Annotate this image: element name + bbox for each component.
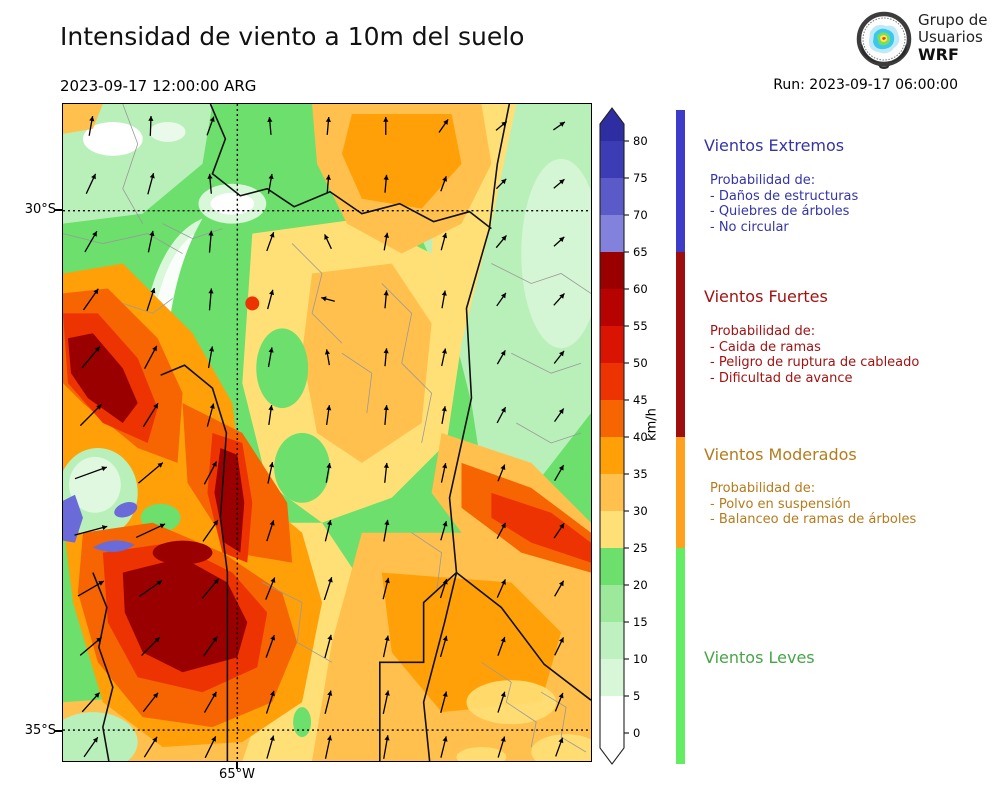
legend-extremos-title: Vientos Extremos: [704, 136, 845, 155]
svg-text:5: 5: [633, 689, 640, 703]
svg-text:55: 55: [633, 319, 648, 333]
wind-field-map-canvas: [63, 104, 591, 761]
legend-extremos-item: - Quiebres de árboles: [710, 204, 850, 219]
svg-text:45: 45: [633, 393, 648, 407]
legend-fuertes-item: - Dificultad de avance: [710, 370, 853, 386]
lon-tick-65w: 65°W: [219, 767, 255, 782]
legend-fuertes: Vientos Fuertes Probabilidad de: - Caida…: [704, 287, 919, 386]
svg-text:30: 30: [633, 504, 648, 518]
logo-line-1: Grupo de: [918, 11, 988, 29]
legend-extremos: Vientos Extremos Probabilidad de: - Daño…: [704, 136, 858, 235]
svg-text:70: 70: [633, 208, 648, 222]
wrf-logo-text: Grupo de Usuarios WRF: [918, 11, 988, 64]
svg-text:0: 0: [633, 726, 640, 740]
svg-text:75: 75: [633, 171, 648, 185]
svg-text:40: 40: [633, 430, 648, 444]
lat-tick-30s: 30°S: [24, 202, 56, 217]
lat-tickmark-30s: [55, 209, 62, 211]
lat-tick-35s: 35°S: [24, 723, 56, 738]
valid-time-label: 2023-09-17 12:00:00 ARG: [60, 77, 257, 95]
legend-fuertes-item: - Peligro de ruptura de cableado: [710, 355, 920, 370]
lon-tickmark-65w: [236, 762, 238, 769]
svg-text:20: 20: [633, 578, 648, 592]
wrf-logo-emblem-icon: [856, 11, 912, 69]
legend-extremos-prob: Probabilidad de:: [710, 173, 816, 188]
wind-speed-colorbar: 0 5 10 15 20 25 30 35 40 45 50 55 60 65 70 75 80: [596, 100, 716, 772]
graticule-lines: [63, 104, 591, 761]
legend-extremos-item: - No circular: [710, 219, 789, 235]
wrf-logo: [854, 10, 1000, 72]
province-boundaries: [92, 104, 591, 761]
svg-text:25: 25: [633, 541, 648, 555]
wind-intensity-map: [62, 103, 592, 762]
legend-extremos-item: - Daños de estructuras: [710, 188, 859, 204]
logo-line-3: WRF: [918, 45, 959, 64]
legend-moderados-item: - Balanceo de ramas de árboles: [710, 512, 917, 527]
svg-text:35: 35: [633, 467, 648, 481]
legend-leves-title: Vientos Leves: [704, 648, 815, 667]
svg-text:15: 15: [633, 615, 648, 629]
lat-tickmark-35s: [55, 730, 62, 732]
legend-fuertes-prob: Probabilidad de:: [710, 324, 816, 339]
legend-leves: Vientos Leves: [704, 648, 815, 667]
legend-moderados: Vientos Moderados Probabilidad de: - Pol…: [704, 445, 916, 528]
page-title: Intensidad de viento a 10m del suelo: [60, 22, 525, 51]
svg-text:50: 50: [633, 356, 648, 370]
category-bar-segment: [676, 437, 685, 548]
wind-speed-contours: [63, 104, 591, 761]
legend-fuertes-title: Vientos Fuertes: [704, 287, 828, 306]
svg-text:65: 65: [633, 245, 648, 259]
legend-moderados-prob: Probabilidad de:: [710, 481, 816, 496]
svg-text:10: 10: [633, 652, 648, 666]
department-boundaries: [63, 104, 591, 753]
colorbar-unit-label: km/h: [644, 408, 660, 441]
category-bar-segment: [676, 110, 685, 252]
legend-fuertes-item: - Caida de ramas: [710, 339, 821, 355]
logo-line-2: Usuarios: [918, 28, 983, 46]
legend-moderados-title: Vientos Moderados: [704, 445, 857, 464]
wind-category-bar: [676, 110, 685, 764]
run-time-label: Run: 2023-09-17 06:00:00: [773, 77, 958, 93]
category-bar-segment: [676, 548, 685, 764]
wind-direction-arrows: [74, 115, 566, 759]
svg-text:80: 80: [633, 134, 648, 148]
legend-moderados-item: - Polvo en suspensión: [710, 496, 851, 512]
svg-text:60: 60: [633, 282, 648, 296]
category-bar-segment: [676, 252, 685, 437]
